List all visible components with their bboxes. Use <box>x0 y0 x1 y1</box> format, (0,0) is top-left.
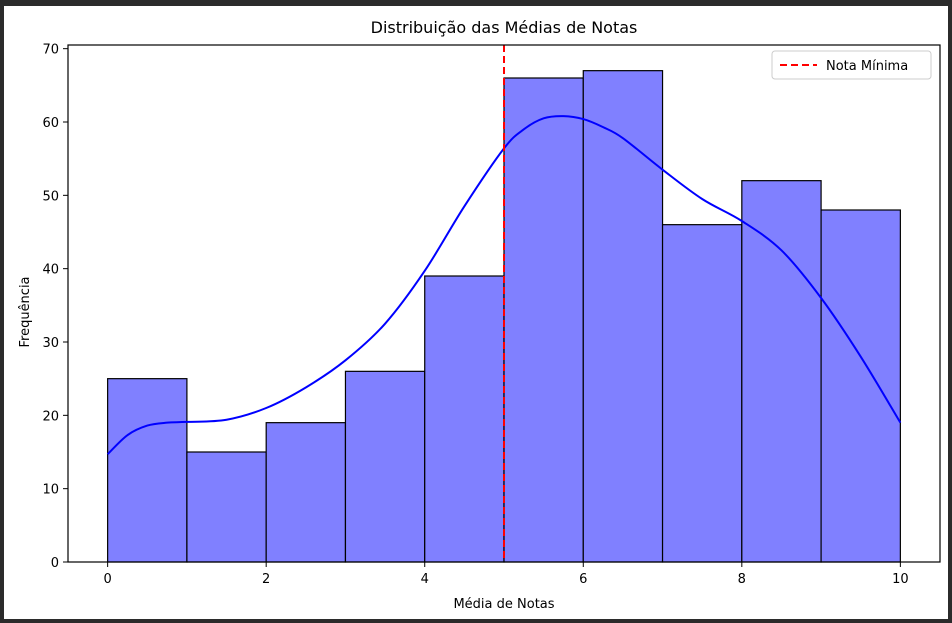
x-tick-label: 6 <box>579 572 587 587</box>
histogram-bar-5 <box>503 77 584 563</box>
x-tick-label: 2 <box>262 572 270 587</box>
x-tick-label: 0 <box>103 572 111 587</box>
histogram-bar-9 <box>820 209 901 563</box>
y-tick-label: 40 <box>42 263 59 278</box>
histogram-bar-2 <box>265 422 347 563</box>
histogram-bar-7 <box>661 224 743 563</box>
y-tick-label: 30 <box>42 336 59 351</box>
bars-layer <box>107 70 901 563</box>
histogram-bar-0 <box>107 378 188 563</box>
legend: Nota Mínima <box>771 50 932 80</box>
y-tick-label: 20 <box>42 409 59 424</box>
y-tick-label: 0 <box>51 556 59 571</box>
y-tick-label: 10 <box>42 483 59 498</box>
y-tick-label: 50 <box>42 189 59 204</box>
ticks-layer: 0 2 4 6 8 10 0 10 20 30 40 50 60 70 <box>42 43 908 587</box>
y-axis-label: Frequência <box>18 276 33 347</box>
x-tick-label: 4 <box>421 572 429 587</box>
figure: Distribuição das Médias de Notas 0 2 4 6 8 10… <box>4 6 948 619</box>
x-tick-label: 10 <box>892 572 909 587</box>
legend-entry-nota-minima: Nota Mínima <box>826 59 908 74</box>
histogram-chart: Distribuição das Médias de Notas 0 2 4 6 8 10… <box>18 18 941 612</box>
kde-curve <box>106 115 902 455</box>
x-tick-label: 8 <box>738 572 746 587</box>
histogram-bar-3 <box>344 370 426 563</box>
y-tick-label: 60 <box>42 116 59 131</box>
histogram-bar-6 <box>582 70 664 563</box>
histogram-bar-1 <box>186 451 267 563</box>
axes-frame <box>67 44 941 563</box>
histogram-bar-8 <box>741 180 822 563</box>
legend-box <box>771 50 932 80</box>
histogram-bar-4 <box>424 275 505 563</box>
chart-title: Distribuição das Médias de Notas <box>371 18 638 37</box>
x-axis-label: Média de Notas <box>453 597 554 612</box>
axes-layer <box>67 44 941 563</box>
kde-layer <box>106 115 902 455</box>
y-tick-label: 70 <box>42 43 59 58</box>
